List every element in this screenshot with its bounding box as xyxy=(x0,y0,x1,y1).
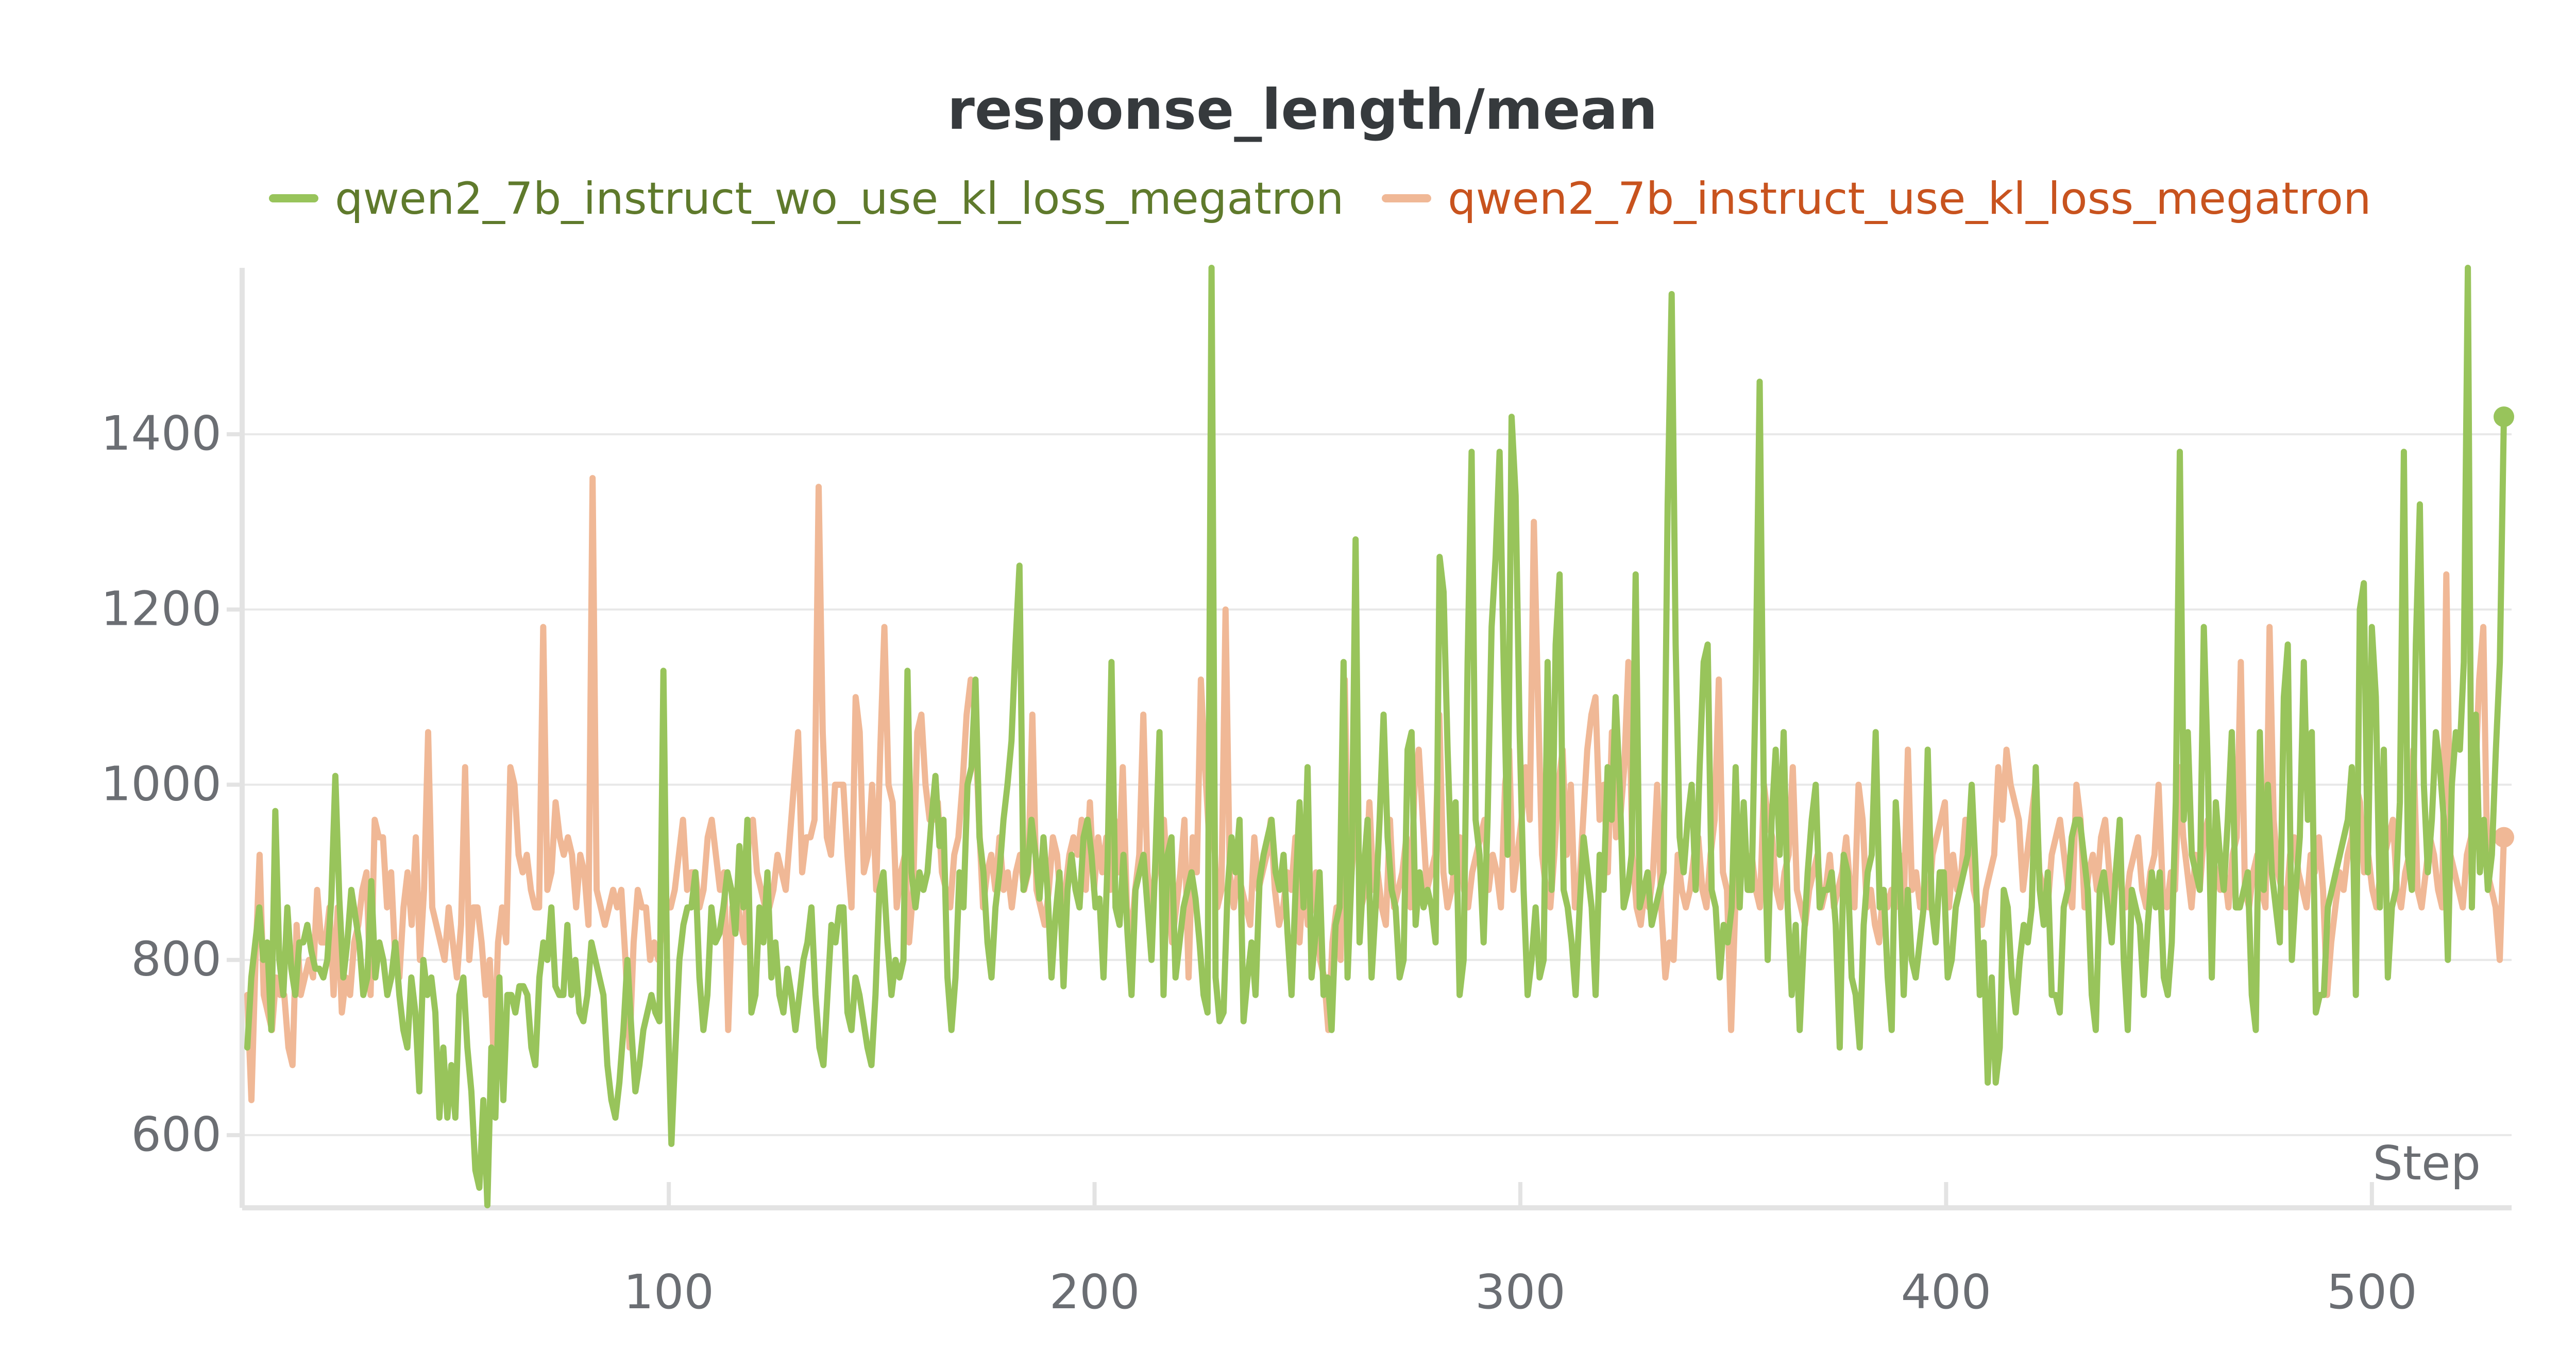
y-tick-label: 1000 xyxy=(101,757,222,812)
legend: qwen2_7b_instruct_wo_use_kl_loss_megatro… xyxy=(269,173,2371,225)
legend-item-series-1[interactable]: qwen2_7b_instruct_wo_use_kl_loss_megatro… xyxy=(269,173,1344,225)
y-tick-label: 600 xyxy=(131,1107,222,1162)
series-end-marker-2 xyxy=(2494,827,2514,848)
chart-title: response_length/mean xyxy=(947,78,1658,142)
series-line-1[interactable] xyxy=(244,265,2507,1208)
x-tick-label: 400 xyxy=(1901,1264,1992,1320)
ticks: 600 800 1000 1200 1400 100 200 300 400 500 xyxy=(101,406,2417,1320)
y-tick-label: 800 xyxy=(131,932,222,987)
axes xyxy=(240,268,2512,1210)
legend-item-series-2[interactable]: qwen2_7b_instruct_use_kl_loss_megatron xyxy=(1382,173,2371,225)
series-end-marker-1 xyxy=(2494,406,2514,427)
legend-label-series-2: qwen2_7b_instruct_use_kl_loss_megatron xyxy=(1448,173,2371,225)
x-tick-label: 100 xyxy=(623,1264,714,1320)
y-tick-label: 1200 xyxy=(101,581,222,636)
grid xyxy=(242,433,2512,1136)
x-axis-label: Step xyxy=(2373,1136,2481,1191)
x-tick-label: 500 xyxy=(2327,1264,2417,1320)
series xyxy=(244,265,2514,1208)
y-tick-label: 1400 xyxy=(101,406,222,461)
x-tick-label: 300 xyxy=(1475,1264,1566,1320)
x-tick-label: 200 xyxy=(1049,1264,1140,1320)
legend-label-series-1: qwen2_7b_instruct_wo_use_kl_loss_megatro… xyxy=(335,173,1344,225)
